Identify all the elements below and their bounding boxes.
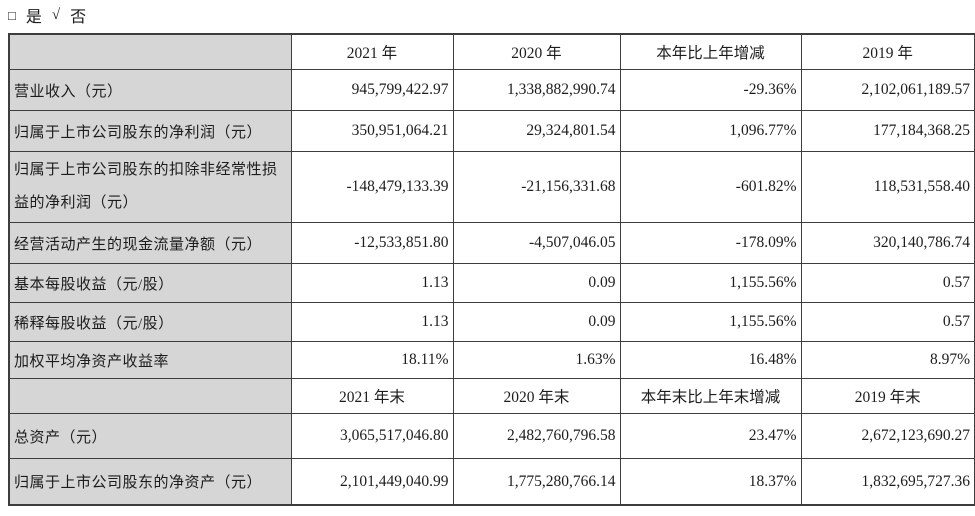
value-2021: 350,951,064.21	[290, 110, 454, 152]
value-change: 1,155.56%	[619, 302, 802, 342]
header-2021: 2021 年	[290, 33, 454, 70]
value-2020: 29,324,801.54	[452, 110, 621, 152]
value-2021: 3,065,517,046.80	[290, 413, 454, 459]
row-label: 归属于上市公司股东的净利润（元）	[8, 110, 292, 152]
value-2019: 2,672,123,690.27	[800, 413, 975, 459]
value-2019: 320,140,786.74	[800, 222, 975, 264]
table-row-net-assets: 归属于上市公司股东的净资产（元） 2,101,449,040.99 1,775,…	[8, 458, 975, 506]
no-label: 否	[70, 9, 88, 26]
yes-label: 是	[25, 9, 43, 26]
row-label: 总资产（元）	[8, 413, 292, 459]
header-2020-end: 2020 年末	[452, 378, 621, 414]
value-change: -178.09%	[619, 222, 802, 264]
row-label: 稀释每股收益（元/股）	[8, 302, 292, 342]
value-change: 1,096.77%	[619, 110, 802, 152]
value-2021: 1.13	[290, 263, 454, 303]
value-2021: 1.13	[290, 302, 454, 342]
value-2021: 945,799,422.97	[290, 69, 454, 111]
value-2019: 118,531,558.40	[800, 151, 975, 223]
value-change: 23.47%	[619, 413, 802, 459]
value-change: -601.82%	[619, 151, 802, 223]
header-2021-end: 2021 年末	[290, 378, 454, 414]
value-2019: 2,102,061,189.57	[800, 69, 975, 111]
header-2019: 2019 年	[800, 33, 975, 70]
value-2020: 1,775,280,766.14	[452, 458, 621, 506]
value-2019: 0.57	[800, 263, 975, 303]
value-2020: 1.63%	[452, 341, 621, 379]
header-empty-cell	[8, 378, 292, 414]
value-2021: 2,101,449,040.99	[290, 458, 454, 506]
yes-no-checkline: □ 是 √ 否	[8, 4, 88, 27]
header-2019-end: 2019 年末	[800, 378, 975, 414]
value-change: 16.48%	[619, 341, 802, 379]
value-change: 18.37%	[619, 458, 802, 506]
header-empty-cell	[8, 33, 292, 70]
value-change: -29.36%	[619, 69, 802, 111]
header-year-end-change: 本年末比上年末增减	[619, 378, 802, 414]
value-2020: 0.09	[452, 302, 621, 342]
value-2020: -21,156,331.68	[452, 151, 621, 223]
row-label: 经营活动产生的现金流量净额（元）	[8, 222, 292, 264]
value-2021: 18.11%	[290, 341, 454, 379]
row-label: 加权平均净资产收益率	[8, 341, 292, 379]
financial-summary-table: 2021 年 2020 年 本年比上年增减 2019 年 营业收入（元） 945…	[8, 33, 975, 506]
table-row-total-assets: 总资产（元） 3,065,517,046.80 2,482,760,796.58…	[8, 413, 975, 459]
value-2020: -4,507,046.05	[452, 222, 621, 264]
table-row-diluted-eps: 稀释每股收益（元/股） 1.13 0.09 1,155.56% 0.57	[8, 302, 975, 342]
table-row-deducted-net-profit: 归属于上市公司股东的扣除非经常性损益的净利润（元） -148,479,133.3…	[8, 151, 975, 223]
value-2019: 8.97%	[800, 341, 975, 379]
row-label: 基本每股收益（元/股）	[8, 263, 292, 303]
row-label: 归属于上市公司股东的扣除非经常性损益的净利润（元）	[8, 151, 292, 223]
value-2019: 0.57	[800, 302, 975, 342]
header-2020: 2020 年	[452, 33, 621, 70]
value-2020: 0.09	[452, 263, 621, 303]
value-2019: 177,184,368.25	[800, 110, 975, 152]
checkmark-icon: √	[51, 6, 62, 23]
year-end-header-row: 2021 年末 2020 年末 本年末比上年末增减 2019 年末	[8, 378, 975, 414]
value-change: 1,155.56%	[619, 263, 802, 303]
value-2020: 2,482,760,796.58	[452, 413, 621, 459]
header-yoy-change: 本年比上年增减	[619, 33, 802, 70]
annual-header-row: 2021 年 2020 年 本年比上年增减 2019 年	[8, 33, 975, 70]
row-label: 营业收入（元）	[8, 69, 292, 111]
value-2021: -12,533,851.80	[290, 222, 454, 264]
value-2021: -148,479,133.39	[290, 151, 454, 223]
table-row-operating-cash-flow: 经营活动产生的现金流量净额（元） -12,533,851.80 -4,507,0…	[8, 222, 975, 264]
row-label: 归属于上市公司股东的净资产（元）	[8, 458, 292, 506]
value-2020: 1,338,882,990.74	[452, 69, 621, 111]
table-row-net-profit: 归属于上市公司股东的净利润（元） 350,951,064.21 29,324,8…	[8, 110, 975, 152]
table-row-revenue: 营业收入（元） 945,799,422.97 1,338,882,990.74 …	[8, 69, 975, 111]
table-row-basic-eps: 基本每股收益（元/股） 1.13 0.09 1,155.56% 0.57	[8, 263, 975, 303]
checkbox-unchecked-icon: □	[8, 8, 17, 23]
table-row-weighted-avg-roe: 加权平均净资产收益率 18.11% 1.63% 16.48% 8.97%	[8, 341, 975, 379]
value-2019: 1,832,695,727.36	[800, 458, 975, 506]
